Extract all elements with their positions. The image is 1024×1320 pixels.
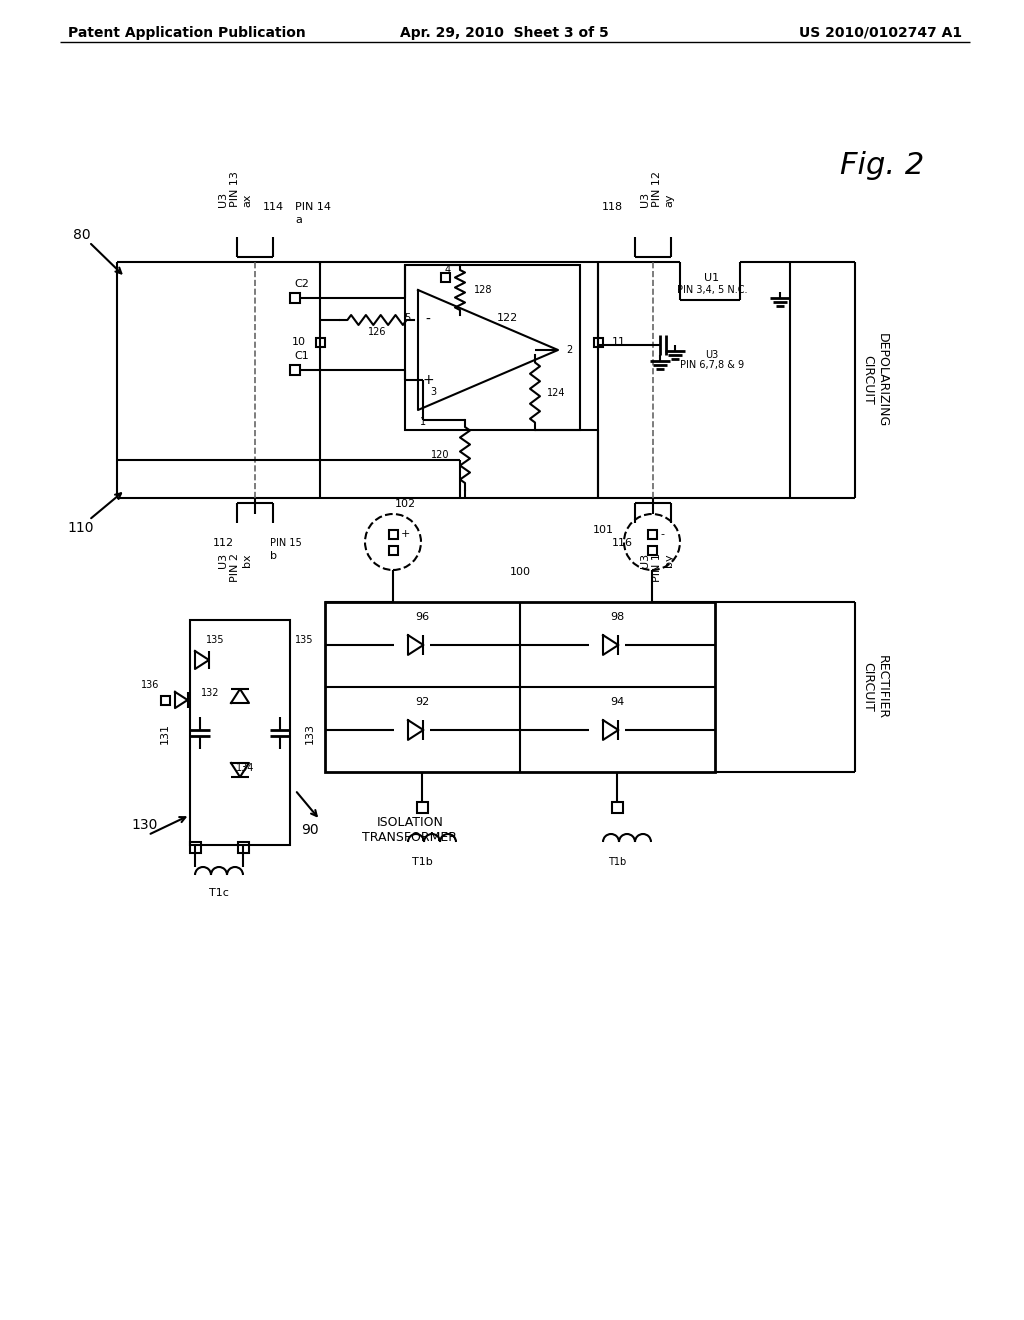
Bar <box>238 842 249 853</box>
Text: 11: 11 <box>612 337 626 347</box>
Text: PIN 15: PIN 15 <box>270 539 302 548</box>
Text: 118: 118 <box>602 202 623 213</box>
Text: PIN 6,7,8 & 9: PIN 6,7,8 & 9 <box>680 360 744 370</box>
Text: U3: U3 <box>640 191 650 207</box>
Text: 90: 90 <box>301 822 318 837</box>
Text: 102: 102 <box>395 499 416 510</box>
Text: 2: 2 <box>566 345 572 355</box>
Text: PIN 13: PIN 13 <box>230 172 240 207</box>
Bar <box>647 545 656 554</box>
Text: T1c: T1c <box>209 888 229 898</box>
Bar <box>647 529 656 539</box>
Text: 136: 136 <box>141 680 159 690</box>
Text: PIN 12: PIN 12 <box>652 172 662 207</box>
Text: 128: 128 <box>474 285 493 294</box>
Text: PIN 14: PIN 14 <box>295 202 331 213</box>
Text: 135: 135 <box>206 635 224 645</box>
Text: ay: ay <box>664 194 674 207</box>
Text: RECTIFIER
CIRCUIT: RECTIFIER CIRCUIT <box>861 655 889 719</box>
Text: 4: 4 <box>445 265 451 275</box>
Text: -: - <box>660 529 664 539</box>
Text: PIN 2: PIN 2 <box>230 553 240 582</box>
Bar <box>325 602 715 772</box>
Text: 112: 112 <box>212 539 233 548</box>
Text: Fig. 2: Fig. 2 <box>840 150 925 180</box>
Text: T1b: T1b <box>412 857 432 867</box>
Text: 10: 10 <box>292 337 306 347</box>
Text: 1: 1 <box>420 417 426 426</box>
Text: Apr. 29, 2010  Sheet 3 of 5: Apr. 29, 2010 Sheet 3 of 5 <box>400 26 608 40</box>
Bar <box>290 366 300 375</box>
Text: -: - <box>426 313 430 327</box>
Text: 132: 132 <box>201 688 219 698</box>
Bar <box>440 272 450 281</box>
Text: b: b <box>270 550 278 561</box>
Text: U3: U3 <box>218 553 228 568</box>
Text: 98: 98 <box>610 612 624 622</box>
Text: 126: 126 <box>368 327 386 337</box>
Text: ISOLATION
TRANSFORMER: ISOLATION TRANSFORMER <box>362 816 458 843</box>
Text: U1: U1 <box>705 273 720 282</box>
Bar <box>190 620 290 845</box>
Text: U3: U3 <box>640 553 650 568</box>
Text: +: + <box>422 374 434 387</box>
Text: PIN 1: PIN 1 <box>652 553 662 582</box>
Text: 101: 101 <box>593 525 614 535</box>
Text: U3: U3 <box>218 191 228 207</box>
Text: T1b: T1b <box>608 857 626 867</box>
Bar <box>189 842 201 853</box>
Text: 96: 96 <box>415 612 429 622</box>
Text: US 2010/0102747 A1: US 2010/0102747 A1 <box>799 26 962 40</box>
Text: 100: 100 <box>510 568 530 577</box>
Text: U3: U3 <box>706 350 719 360</box>
Text: +: + <box>401 529 411 539</box>
Bar <box>388 529 397 539</box>
Text: PIN 3,4, 5 N.C.: PIN 3,4, 5 N.C. <box>677 285 748 294</box>
Text: 5: 5 <box>403 313 410 323</box>
Text: a: a <box>295 215 302 224</box>
Text: DEPOLARIZING
CIRCUIT: DEPOLARIZING CIRCUIT <box>861 333 889 428</box>
Bar <box>611 801 623 813</box>
Text: 80: 80 <box>73 228 91 242</box>
Text: C1: C1 <box>295 351 309 360</box>
Text: bx: bx <box>242 553 252 566</box>
Text: by: by <box>664 553 674 566</box>
Text: 130: 130 <box>132 818 158 832</box>
Text: 114: 114 <box>263 202 284 213</box>
Text: 131: 131 <box>160 722 170 743</box>
Text: 94: 94 <box>610 697 624 708</box>
Text: C2: C2 <box>295 279 309 289</box>
Text: 110: 110 <box>68 521 94 535</box>
Bar <box>594 338 602 346</box>
Text: 122: 122 <box>497 313 517 323</box>
Bar <box>315 338 325 346</box>
Text: Patent Application Publication: Patent Application Publication <box>68 26 306 40</box>
Bar <box>388 545 397 554</box>
Text: 135: 135 <box>295 635 313 645</box>
Bar <box>290 293 300 304</box>
Text: 116: 116 <box>612 539 633 548</box>
Bar <box>417 801 427 813</box>
Text: 124: 124 <box>547 388 565 397</box>
Text: 133: 133 <box>305 722 315 743</box>
Text: 92: 92 <box>415 697 429 708</box>
Text: ax: ax <box>242 194 252 207</box>
Bar <box>406 265 580 430</box>
Text: 120: 120 <box>430 450 449 459</box>
Bar <box>161 696 170 705</box>
Text: 3: 3 <box>430 387 436 397</box>
Text: 134: 134 <box>236 763 254 774</box>
